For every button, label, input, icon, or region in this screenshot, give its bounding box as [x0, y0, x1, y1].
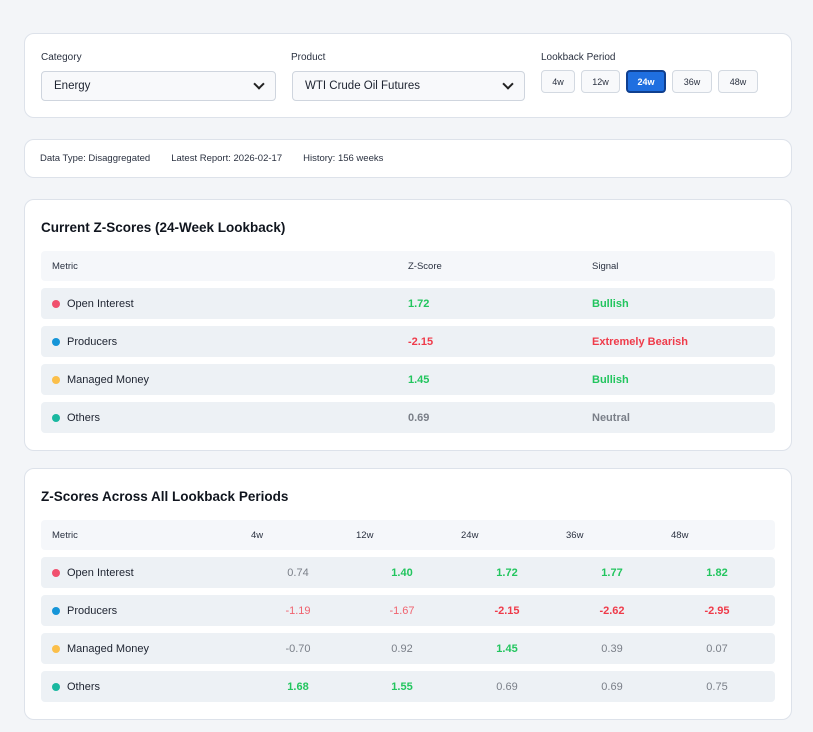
product-select[interactable]: WTI Crude Oil Futures: [292, 71, 525, 101]
lookback-period-group: 4w 12w 24w 36w 48w: [541, 70, 758, 93]
series-dot-icon: [52, 568, 60, 577]
zscore-value: 0.75: [706, 680, 728, 693]
current-zscores-card: Current Z-Scores (24-Week Lookback) Metr…: [24, 199, 792, 451]
metric-name: Open Interest: [67, 566, 134, 579]
metric-cell: Open Interest: [52, 567, 134, 579]
metric-name: Open Interest: [67, 297, 134, 310]
table-header: Metric 4w 12w 24w 36w 48w: [41, 520, 775, 550]
zscore-value: 0.69: [601, 680, 623, 693]
table-row: Managed Money -0.70 0.92 1.45 0.39 0.07: [41, 633, 775, 664]
zscore-value: 1.68: [287, 680, 309, 693]
lookback-label: Lookback Period: [541, 52, 616, 63]
history-text: History: 156 weeks: [303, 153, 384, 164]
period-button-36w[interactable]: 36w: [672, 70, 712, 93]
period-button-4w[interactable]: 4w: [541, 70, 575, 93]
category-label: Category: [41, 52, 82, 63]
series-dot-icon: [52, 413, 60, 422]
category-select[interactable]: Energy: [41, 71, 276, 101]
table-header: Metric Z-Score Signal: [41, 251, 775, 281]
metric-cell: Producers: [52, 605, 117, 617]
metric-name: Managed Money: [67, 373, 149, 386]
header-signal: Signal: [592, 260, 619, 272]
header-24w: 24w: [461, 529, 479, 541]
zscore-value: 1.45: [496, 642, 518, 655]
table-row: Open Interest 0.74 1.40 1.72 1.77 1.82: [41, 557, 775, 588]
metric-name: Others: [67, 680, 101, 693]
header-36w: 36w: [566, 529, 584, 541]
category-value: Energy: [54, 80, 91, 92]
zscore-value: 1.40: [391, 566, 413, 579]
zscore-value: -2.95: [704, 604, 730, 617]
zscore-value: 0.39: [601, 642, 623, 655]
zscore-value: 1.72: [408, 297, 430, 310]
section-title: Current Z-Scores (24-Week Lookback): [41, 220, 286, 235]
series-dot-icon: [52, 682, 60, 691]
zscore-value: -2.15: [494, 604, 520, 617]
chevron-down-icon: [253, 78, 265, 90]
period-button-24w[interactable]: 24w: [626, 70, 666, 93]
zscore-value: 1.72: [496, 566, 518, 579]
filter-panel: Category Energy Product WTI Crude Oil Fu…: [24, 33, 792, 118]
table-row: Open Interest 1.72 Bullish: [41, 288, 775, 319]
signal-value: Bullish: [592, 297, 629, 310]
metric-cell: Managed Money: [52, 643, 149, 655]
zscore-value: 0.92: [391, 642, 413, 655]
zscore-value: -0.70: [285, 642, 311, 655]
series-dot-icon: [52, 299, 60, 308]
header-48w: 48w: [671, 529, 689, 541]
series-dot-icon: [52, 606, 60, 615]
current-zscores-table: Metric Z-Score Signal Open Interest 1.72 B…: [41, 251, 775, 433]
data-type-text: Data Type: Disaggregated: [40, 153, 151, 164]
metric-name: Others: [67, 411, 101, 424]
table-row: Others 0.69 Neutral: [41, 402, 775, 433]
zscore-value: 1.55: [391, 680, 413, 693]
zscore-value: -1.19: [285, 604, 311, 617]
table-row: Others 1.68 1.55 0.69 0.69 0.75: [41, 671, 775, 702]
table-row: Producers -2.15 Extremely Bearish: [41, 326, 775, 357]
chevron-down-icon: [502, 78, 514, 90]
metric-name: Producers: [67, 335, 118, 348]
latest-report-text: Latest Report: 2026-02-17: [171, 153, 283, 164]
zscore-value: 0.07: [706, 642, 728, 655]
zscore-value: -1.67: [389, 604, 415, 617]
header-zscore: Z-Score: [408, 260, 442, 272]
signal-value: Extremely Bearish: [592, 335, 688, 348]
table-row: Producers -1.19 -1.67 -2.15 -2.62 -2.95: [41, 595, 775, 626]
signal-value: Neutral: [592, 411, 630, 424]
all-periods-table: Metric 4w 12w 24w 36w 48w Open Interest 0…: [41, 520, 775, 702]
zscore-value: 0.69: [408, 411, 430, 424]
zscore-value: -2.62: [599, 604, 625, 617]
zscore-value: 1.82: [706, 566, 728, 579]
section-title: Z-Scores Across All Lookback Periods: [41, 489, 289, 504]
period-button-48w[interactable]: 48w: [718, 70, 758, 93]
header-4w: 4w: [251, 529, 264, 541]
series-dot-icon: [52, 337, 60, 346]
zscore-value: 0.74: [287, 566, 309, 579]
metric-name: Producers: [67, 604, 118, 617]
metric-cell: Managed Money: [52, 374, 149, 386]
all-periods-card: Z-Scores Across All Lookback Periods Met…: [24, 468, 792, 720]
zscore-value: -2.15: [408, 335, 434, 348]
product-label: Product: [291, 52, 326, 63]
header-12w: 12w: [356, 529, 374, 541]
metric-name: Managed Money: [67, 642, 149, 655]
metric-cell: Open Interest: [52, 298, 134, 310]
header-metric: Metric: [52, 529, 78, 541]
product-value: WTI Crude Oil Futures: [305, 80, 421, 92]
signal-value: Bullish: [592, 373, 629, 386]
zscore-value: 1.77: [601, 566, 623, 579]
period-button-12w[interactable]: 12w: [581, 70, 620, 93]
table-row: Managed Money 1.45 Bullish: [41, 364, 775, 395]
series-dot-icon: [52, 644, 60, 653]
zscore-value: 1.45: [408, 373, 430, 386]
metric-cell: Producers: [52, 336, 117, 348]
metric-cell: Others: [52, 412, 100, 424]
info-bar: Data Type: Disaggregated Latest Report: …: [24, 139, 792, 178]
series-dot-icon: [52, 375, 60, 384]
metric-cell: Others: [52, 681, 100, 693]
header-metric: Metric: [52, 260, 78, 272]
zscore-value: 0.69: [496, 680, 518, 693]
